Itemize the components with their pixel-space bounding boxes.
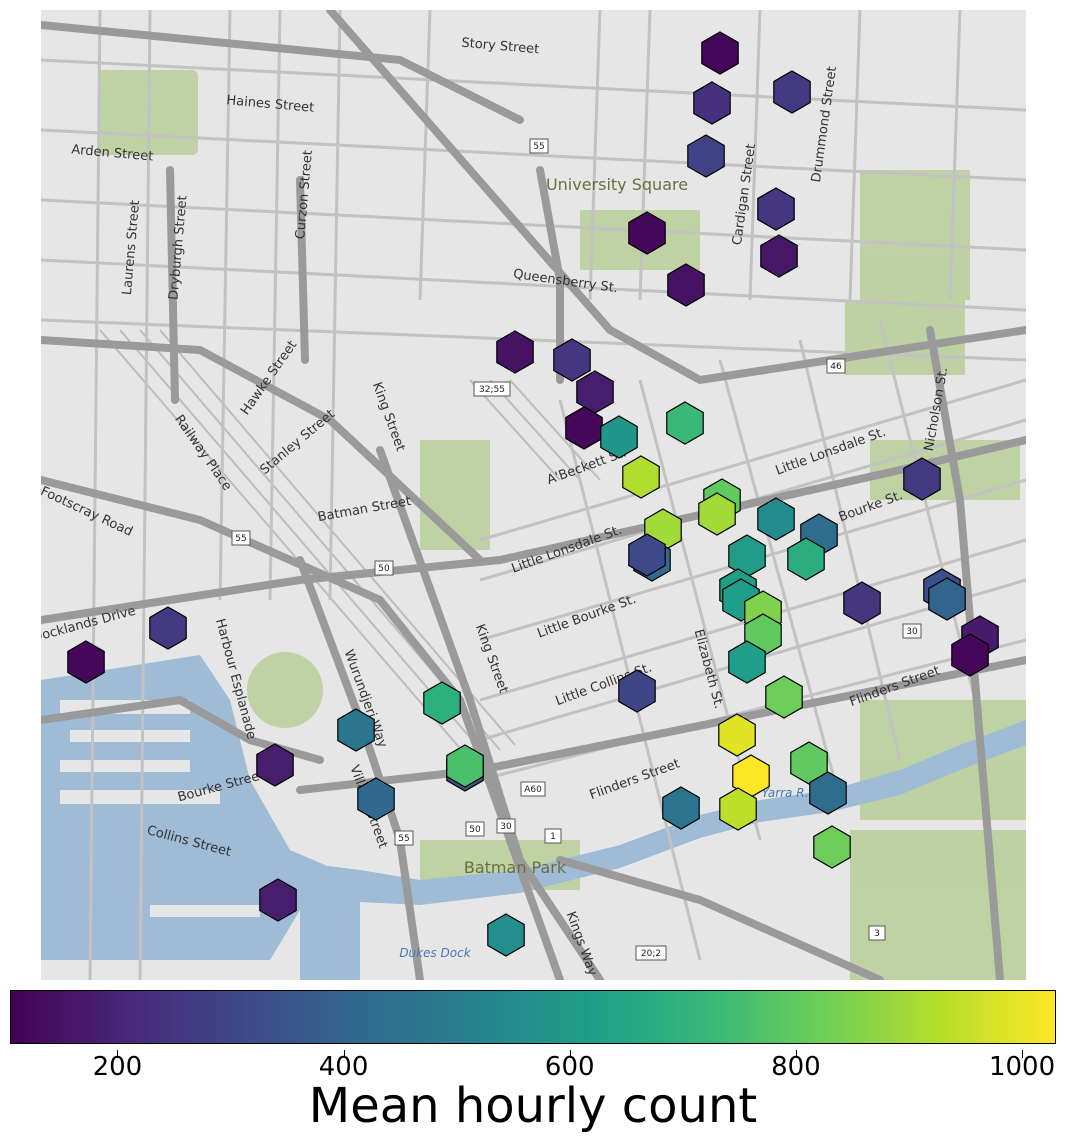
route-shield-label: 30 [906,627,918,637]
hexbin-cell [701,31,739,75]
route-shield-label: 32;55 [479,385,505,395]
route-shield-label: 1 [550,832,556,842]
colorbar-tick [117,1050,119,1058]
route-shield: 32;55 [473,381,511,397]
hexbin-cell [259,878,297,922]
colorbar-tick [795,1050,797,1058]
map-panel: Story Street Haines Street Arden Street Que… [41,10,1026,980]
street-label: Story Street [461,36,540,58]
poi-labels: University Square Batman Park [464,175,688,877]
hexbin-cell [149,606,187,650]
colorbar-tick [343,1050,345,1058]
poi-label: Batman Park [464,858,567,877]
hexbin-cell [667,263,705,307]
hexbin-cell [757,187,795,231]
hexbin-cell [357,777,395,821]
hexbin-cell [843,581,881,625]
hexbin-layer [67,31,999,957]
hexbin-cell [773,70,811,114]
hexbin-cell [423,681,461,725]
hexbin-cell [693,81,731,125]
hexbin-cell [565,406,603,450]
hexbin-cell [903,457,941,501]
route-shield: 30 [902,623,922,639]
poi-label: University Square [546,175,688,194]
route-shield: 55 [394,830,414,846]
colorbar-title: Mean hourly count [308,1078,758,1134]
street-label: Arden Street [71,142,154,164]
route-shield-label: A60 [524,785,542,795]
hexbin-cell [600,415,638,459]
route-shield-label: 50 [378,564,390,574]
route-shield-label: 55 [235,534,246,544]
hexbin-cell [687,134,725,178]
route-shields: 55 32;55 46 55 50 30 A60 50 30 1 55 20;2 3 [231,138,922,961]
hexbin-cell [628,533,666,577]
water-label: Yarra R. [762,786,809,800]
hexbin-cell [760,234,798,278]
route-shield: A60 [520,781,546,797]
hexbin-cell [446,744,484,788]
route-shield: 46 [826,358,846,374]
hexbin-cell [951,633,989,677]
water-labels: Yarra R. Dukes Dock [399,786,808,960]
route-shield: 1 [544,828,562,844]
route-shield: 55 [529,138,549,154]
route-shield-label: 50 [469,825,481,835]
hexbin-cell [928,577,966,621]
water-label: Dukes Dock [399,946,471,960]
route-shield-label: 46 [830,362,842,372]
route-shield-label: 55 [533,142,544,152]
route-shield-label: 55 [398,834,409,844]
hexbin-cell [757,497,795,541]
route-shield: 55 [231,530,251,546]
hexbin-cell [719,787,757,831]
route-shield-label: 3 [874,929,880,939]
route-shield: 3 [868,925,886,941]
colorbar-tick [1022,1050,1024,1058]
hexbin-cell [67,640,105,684]
hexbin-cell [622,455,660,499]
hexbin-cell [256,743,294,787]
route-shield: 30 [496,818,516,834]
hexbin-cell [787,537,825,581]
route-shield-label: 30 [500,822,512,832]
hexbin-cell [809,771,847,815]
rail-yards [99,329,601,761]
hexbin-cell [618,669,656,713]
hexbin-cell [813,825,851,869]
hexbin-cell [728,640,766,684]
hexbin-cell [496,330,534,374]
hexbin-cell [666,401,704,445]
hexbin-cell [790,741,828,785]
route-shield-label: 20;2 [641,949,661,959]
hexbin-cell [718,713,756,757]
minor-streets [41,10,1026,980]
route-shield: 50 [465,821,485,837]
route-shield: 20;2 [635,945,667,961]
hexbin-cell [553,338,591,382]
hexbin-cell [487,913,525,957]
hexbin-cell [765,675,803,719]
hexbin-cell [662,786,700,830]
hexbin-cell [698,492,736,536]
colorbar-tick [569,1050,571,1058]
hexbin-cell [628,211,666,255]
route-shield: 50 [374,560,394,576]
colorbar [10,990,1056,1044]
hexbin-cell [337,708,375,752]
colorbar-gradient [10,990,1056,1044]
